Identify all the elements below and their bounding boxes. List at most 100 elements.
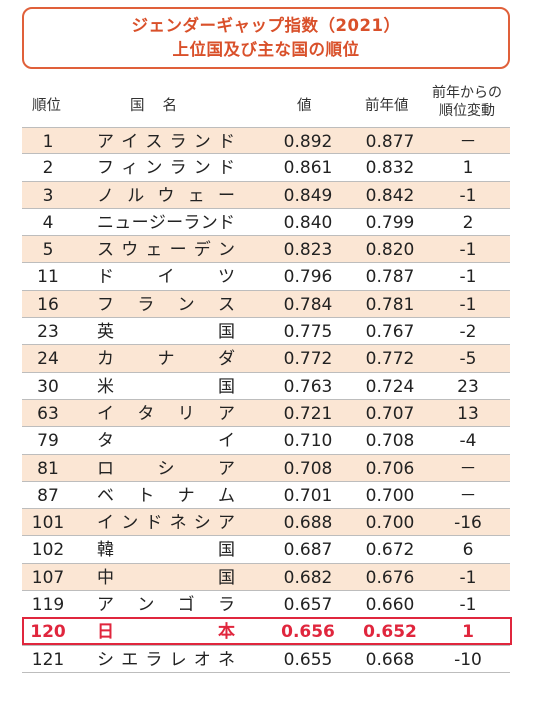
cell-prev: 0.820 xyxy=(365,240,415,261)
table-row: 79 タイ 0.710 0.708 -4 xyxy=(22,427,510,455)
cell-prev: 0.832 xyxy=(365,158,415,179)
cell-change: -5 xyxy=(459,349,477,370)
table-row: 87 ベトナム 0.701 0.700 － xyxy=(22,482,510,510)
cell-prev: 0.706 xyxy=(365,458,415,479)
cell-value: 0.656 xyxy=(281,622,335,643)
cell-change: － xyxy=(459,485,477,506)
table-row: 102 韓国 0.687 0.672 6 xyxy=(22,536,510,564)
cell-name: ニュージーランド xyxy=(97,212,235,233)
cell-change: -1 xyxy=(459,185,477,206)
cell-name: フランス xyxy=(97,294,235,315)
cell-rank: 119 xyxy=(31,595,65,616)
cell-prev: 0.799 xyxy=(365,212,415,233)
cell-name: シエラレオネ xyxy=(97,649,235,670)
header-change-line1: 前年からの xyxy=(432,85,502,101)
table-row: 23 英国 0.775 0.767 -2 xyxy=(22,318,510,346)
cell-value: 0.784 xyxy=(283,294,333,315)
cell-rank: 23 xyxy=(37,322,59,343)
cell-name: 中国 xyxy=(97,567,235,588)
table-row: 121 シエラレオネ 0.655 0.668 -10 xyxy=(22,646,510,673)
table-header: 順位 国名 値 前年値 前年からの 順位変動 xyxy=(22,82,510,124)
table-row: 101 インドネシア 0.688 0.700 -16 xyxy=(22,509,510,537)
cell-change: -1 xyxy=(459,267,477,288)
header-rank: 順位 xyxy=(32,98,61,114)
table-row: 3 ノルウェー 0.849 0.842 -1 xyxy=(22,181,510,209)
cell-change: -16 xyxy=(454,513,482,534)
cell-name: タイ xyxy=(97,431,235,452)
cell-name: 米国 xyxy=(97,376,235,397)
cell-value: 0.708 xyxy=(283,458,333,479)
cell-prev: 0.708 xyxy=(365,431,415,452)
cell-prev: 0.707 xyxy=(365,403,415,424)
cell-value: 0.687 xyxy=(283,540,333,561)
cell-prev: 0.700 xyxy=(365,513,415,534)
cell-value: 0.710 xyxy=(283,431,333,452)
header-change: 前年からの 順位変動 xyxy=(424,84,510,120)
cell-change: － xyxy=(459,458,477,479)
cell-value: 0.861 xyxy=(283,158,333,179)
cell-name: カナダ xyxy=(97,349,235,370)
cell-rank: 107 xyxy=(31,567,65,588)
cell-value: 0.701 xyxy=(283,485,333,506)
cell-value: 0.682 xyxy=(283,567,333,588)
cell-prev: 0.668 xyxy=(365,649,415,670)
cell-change: 23 xyxy=(457,376,479,397)
table-row: 16 フランス 0.784 0.781 -1 xyxy=(22,290,510,319)
cell-value: 0.849 xyxy=(283,185,333,206)
table-row: 5 スウェーデン 0.823 0.820 -1 xyxy=(22,236,510,264)
cell-rank: 63 xyxy=(37,403,59,424)
cell-rank: 11 xyxy=(37,267,59,288)
table-row: 120 日本 0.656 0.652 1 xyxy=(22,618,510,646)
table-row: 24 カナダ 0.772 0.772 -5 xyxy=(22,345,510,373)
cell-name: 日本 xyxy=(97,622,235,643)
cell-name: 英国 xyxy=(97,322,235,343)
cell-rank: 1 xyxy=(42,132,54,152)
cell-change: 2 xyxy=(462,212,474,233)
cell-name: アンゴラ xyxy=(97,595,235,616)
cell-prev: 0.842 xyxy=(365,185,415,206)
cell-prev: 0.660 xyxy=(365,595,415,616)
cell-change: -4 xyxy=(459,431,477,452)
cell-name: 韓国 xyxy=(97,540,235,561)
cell-rank: 87 xyxy=(37,485,59,506)
cell-change: -1 xyxy=(459,240,477,261)
cell-change: -1 xyxy=(459,294,477,315)
cell-name: インドネシア xyxy=(97,513,235,534)
cell-prev: 0.772 xyxy=(365,349,415,370)
cell-prev: 0.781 xyxy=(365,294,415,315)
cell-value: 0.840 xyxy=(283,212,333,233)
cell-change: -10 xyxy=(454,649,482,670)
cell-rank: 101 xyxy=(31,513,65,534)
table-row: 81 ロシア 0.708 0.706 － xyxy=(22,454,510,482)
cell-name: ドイツ xyxy=(97,267,235,288)
cell-rank: 102 xyxy=(31,540,65,561)
cell-rank: 4 xyxy=(42,212,54,233)
cell-value: 0.655 xyxy=(283,649,333,670)
header-value: 値 xyxy=(297,98,312,114)
cell-change: 6 xyxy=(462,540,474,561)
cell-value: 0.763 xyxy=(283,376,333,397)
cell-prev: 0.652 xyxy=(363,622,417,643)
page-title: ジェンダーギャップ指数（2021） xyxy=(131,16,401,35)
cell-name: イタリア xyxy=(97,403,235,424)
header-prev: 前年値 xyxy=(365,98,409,114)
cell-prev: 0.676 xyxy=(365,567,415,588)
cell-rank: 120 xyxy=(30,622,66,643)
cell-value: 0.796 xyxy=(283,267,333,288)
header-change-line2: 順位変動 xyxy=(439,103,495,119)
cell-prev: 0.672 xyxy=(365,540,415,561)
cell-name: アイスランド xyxy=(97,132,235,152)
title-box: ジェンダーギャップ指数（2021） 上位国及び主な国の順位 xyxy=(22,7,510,69)
table-row: 107 中国 0.682 0.676 -1 xyxy=(22,563,510,592)
cell-rank: 81 xyxy=(37,458,59,479)
cell-prev: 0.724 xyxy=(365,376,415,397)
cell-name: フィンランド xyxy=(97,158,235,179)
ranking-table: 1 アイスランド 0.892 0.877 － 2 フィンランド 0.861 0.832 1 3 ノルウ… xyxy=(22,127,510,673)
table-row: 30 米国 0.763 0.724 23 xyxy=(22,373,510,400)
table-row: 1 アイスランド 0.892 0.877 － xyxy=(22,127,510,155)
cell-change: 13 xyxy=(457,403,479,424)
cell-change: -2 xyxy=(459,322,477,343)
cell-value: 0.721 xyxy=(283,403,333,424)
cell-change: 1 xyxy=(462,622,474,643)
cell-name: ベトナム xyxy=(97,485,235,506)
